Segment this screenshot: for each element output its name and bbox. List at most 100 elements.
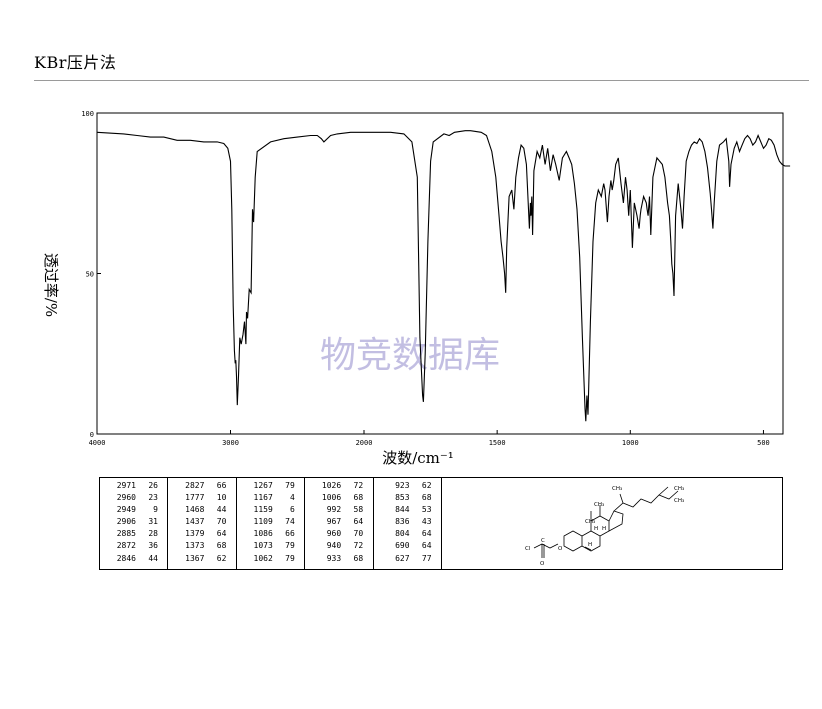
x-tick-label: 1500: [489, 439, 506, 447]
atom-label: CH₃: [585, 519, 595, 525]
peak-row: 1167 4: [237, 492, 304, 504]
peak-column: 923 62 853 68 844 53 836 43 804 64 690 64 627 77: [374, 478, 442, 569]
peak-wavenumber: 1468: [185, 505, 205, 515]
x-tick-label: 2000: [356, 439, 373, 447]
atom-label: CH₃: [612, 486, 622, 492]
peak-row: 2885 28: [100, 528, 167, 540]
atom-label: C: [541, 538, 545, 544]
peak-wavenumber: 836: [395, 517, 410, 527]
peak-wavenumber: 1267: [253, 481, 273, 490]
peak-wavenumber: 940: [326, 541, 342, 551]
peak-transmittance: 79: [285, 541, 295, 551]
peak-transmittance: 28: [148, 529, 158, 539]
peak-row: 1379 64: [168, 528, 235, 540]
peak-transmittance: 53: [421, 505, 432, 515]
peak-transmittance: 9: [153, 505, 158, 515]
peak-wavenumber: 804: [395, 529, 410, 539]
atom-label: CH₃: [674, 498, 684, 504]
y-tick-label: 0: [90, 431, 94, 439]
watermark: 物竞数据库: [320, 335, 500, 376]
peak-wavenumber: 690: [395, 541, 410, 551]
peak-row: 1267 79: [237, 480, 304, 492]
peak-transmittance: 74: [285, 517, 295, 527]
peak-wavenumber: 2949: [116, 505, 136, 515]
peak-wavenumber: 2846: [116, 553, 136, 563]
peak-wavenumber: 923: [395, 481, 410, 490]
peak-wavenumber: 1062: [253, 553, 273, 563]
peak-row: 1159 6: [237, 504, 304, 516]
peak-transmittance: 44: [148, 553, 158, 563]
peak-wavenumber: 2960: [116, 493, 136, 503]
peak-row: 1026 72: [305, 480, 372, 492]
peak-transmittance: 68: [216, 541, 227, 551]
peak-transmittance: 58: [353, 505, 364, 515]
peak-wavenumber: 853: [395, 493, 410, 503]
peak-row: 2846 44: [100, 553, 167, 565]
atom-label: H: [588, 542, 592, 548]
peak-transmittance: 79: [285, 481, 295, 490]
atom-label: O: [558, 546, 563, 552]
peak-row: 2960 23: [100, 492, 167, 504]
peak-row: 2827 66: [168, 480, 235, 492]
atom-label: O: [540, 561, 545, 567]
peak-row: 940 72: [305, 540, 372, 552]
atom-label: H: [594, 526, 598, 532]
peak-transmittance: 64: [421, 541, 432, 551]
peak-transmittance: 36: [148, 541, 158, 551]
peak-transmittance: 4: [289, 493, 295, 503]
plot-frame: [96, 112, 784, 435]
atom-label: Cl: [525, 546, 531, 552]
atom-label: CH₃: [594, 502, 604, 508]
peak-row: 2949 9: [100, 504, 167, 516]
peak-row: 1086 66: [237, 528, 304, 540]
peak-transmittance: 68: [353, 493, 364, 503]
peak-row: 960 70: [305, 528, 372, 540]
peak-row: 1062 79: [237, 553, 304, 565]
peak-column: 2827 66 1777 10 1468 44 1437 70 1379 64 1373 68 1367…: [168, 478, 237, 569]
peak-wavenumber: 2885: [116, 529, 136, 539]
peak-transmittance: 62: [216, 553, 227, 563]
title-divider: [34, 80, 809, 81]
x-tick-label: 3000: [222, 439, 239, 447]
peak-transmittance: 44: [216, 505, 227, 515]
peak-transmittance: 23: [148, 493, 158, 503]
peak-row: 844 53: [374, 504, 441, 516]
peak-row: 1109 74: [237, 516, 304, 528]
peak-row: 690 64: [374, 540, 441, 552]
peak-transmittance: 31: [148, 517, 158, 527]
peak-wavenumber: 1437: [185, 517, 205, 527]
peak-table: 2971 26 2960 23 2949 9 2906 31 2885 28 2872 36 2846 4…: [99, 477, 783, 570]
peak-row: 627 77: [374, 553, 441, 565]
peak-wavenumber: 2827: [185, 481, 205, 490]
peak-row: 933 68: [305, 553, 372, 565]
x-tick-label: 4000: [89, 439, 106, 447]
peak-row: 853 68: [374, 492, 441, 504]
peak-wavenumber: 1026: [321, 481, 342, 490]
atom-label: CH₃: [674, 486, 684, 492]
peak-row: 836 43: [374, 516, 441, 528]
peak-wavenumber: 1109: [253, 517, 273, 527]
peak-transmittance: 66: [285, 529, 295, 539]
peak-wavenumber: 1777: [185, 493, 205, 503]
peak-wavenumber: 1167: [253, 493, 273, 503]
peak-row: 804 64: [374, 528, 441, 540]
peak-wavenumber: 992: [326, 505, 342, 515]
peak-row: 1437 70: [168, 516, 235, 528]
peak-wavenumber: 933: [326, 553, 342, 563]
peak-row: 1777 10: [168, 492, 235, 504]
peak-row: 2906 31: [100, 516, 167, 528]
peak-row: 1468 44: [168, 504, 235, 516]
peak-column: 1267 79 1167 4 1159 6 1109 74 1086 66 1073 79 1062 79: [237, 478, 306, 569]
peak-wavenumber: 1159: [253, 505, 273, 515]
peak-wavenumber: 1073: [253, 541, 273, 551]
peak-row: 1006 68: [305, 492, 372, 504]
peak-wavenumber: 2906: [116, 517, 136, 527]
peak-wavenumber: 1006: [321, 493, 342, 503]
structure-drawing: Cl O O CH₃ CH₃ CH₃ CH₃ CH₃ H H H C: [525, 486, 684, 567]
peak-transmittance: 64: [353, 517, 364, 527]
peak-row: 967 64: [305, 516, 372, 528]
y-axis-ticks: 100 50 0: [81, 110, 101, 439]
peak-transmittance: 72: [353, 541, 364, 551]
peak-wavenumber: 1367: [185, 553, 205, 563]
peak-row: 2971 26: [100, 480, 167, 492]
